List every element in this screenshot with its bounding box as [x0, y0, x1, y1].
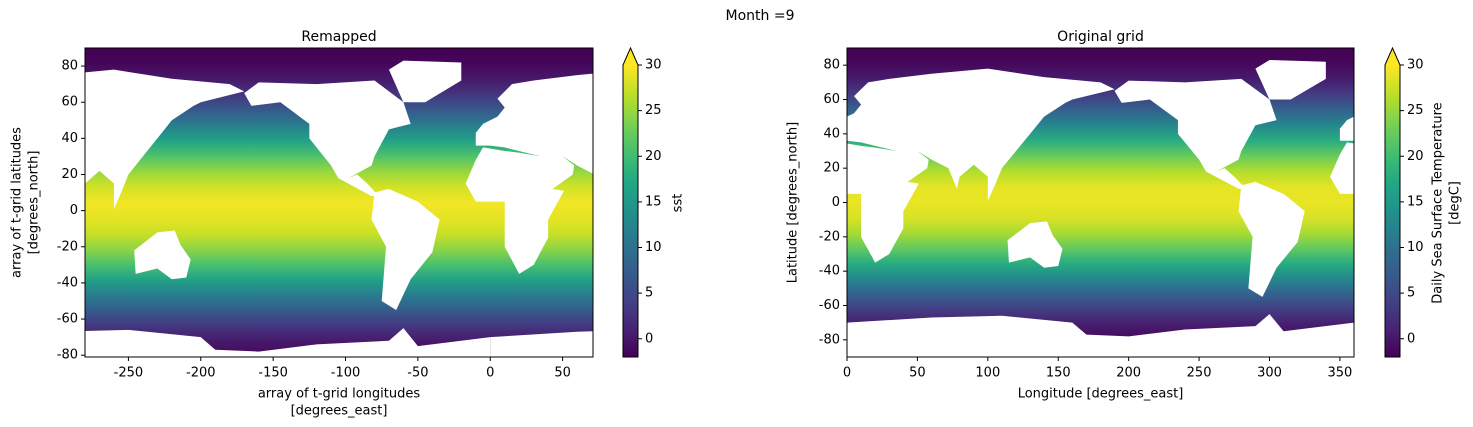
colorbar-tick-label: 5 — [645, 286, 653, 301]
colorbar-extend — [623, 48, 638, 65]
land-mass — [1431, 61, 1473, 103]
colorbar-tick-label: 10 — [1407, 240, 1424, 255]
land-mass — [371, 188, 440, 311]
y-tick-label: 60 — [61, 95, 78, 110]
colorbar-label: sst — [671, 194, 686, 213]
colorbar-tick-label: 5 — [1407, 286, 1415, 301]
x-tick-label: 50 — [909, 366, 926, 381]
y-tick-label: -80 — [819, 332, 840, 347]
colorbar-label: [degC] — [1448, 181, 1463, 225]
colorbar — [1385, 65, 1400, 357]
x-tick-label: 100 — [975, 366, 1000, 381]
land-mass — [1255, 60, 1326, 100]
y-tick-label: -60 — [57, 312, 78, 327]
y-tick-label: 80 — [61, 59, 78, 74]
colorbar-tick-label: 30 — [645, 58, 662, 73]
y-tick-label: 40 — [61, 131, 78, 146]
y-axis-label: [degrees_north] — [27, 151, 42, 255]
land-mass — [1330, 116, 1354, 194]
land-mass — [388, 60, 462, 103]
x-tick-label: 350 — [1328, 366, 1353, 381]
x-tick-label: 50 — [554, 366, 571, 381]
x-tick-label: 250 — [1187, 366, 1212, 381]
y-axis-label: array of t-grid latitudes — [10, 127, 25, 278]
x-tick-label: 0 — [843, 366, 851, 381]
colorbar-label: Daily Sea Surface Temperature — [1431, 102, 1446, 303]
y-tick-label: 80 — [823, 58, 840, 73]
x-tick-label: 300 — [1257, 366, 1282, 381]
colorbar-tick-label: 20 — [1407, 149, 1424, 164]
colorbar-tick-label: 15 — [1407, 194, 1424, 209]
x-axis-label: array of t-grid longitudes — [258, 387, 421, 402]
axes-frame — [84, 47, 594, 358]
land-mass — [244, 80, 411, 197]
y-tick-label: -60 — [819, 298, 840, 313]
land-mass — [1238, 181, 1305, 297]
y-tick-label: 0 — [832, 195, 840, 210]
axes-title: Remapped — [301, 29, 376, 45]
x-tick-label: 0 — [486, 366, 494, 381]
land-mass — [847, 314, 1354, 357]
colorbar-tick-label: 15 — [645, 194, 662, 209]
x-axis-label: [degrees_east] — [291, 404, 388, 419]
y-tick-label: 40 — [823, 126, 840, 141]
land-mass — [134, 230, 191, 280]
colorbar-tick-label: 0 — [645, 331, 653, 346]
y-axis-label: Latitude [degrees_north] — [786, 122, 801, 283]
x-tick-label: 200 — [1116, 366, 1141, 381]
x-tick-label: -150 — [258, 366, 288, 381]
y-tick-label: 0 — [70, 203, 78, 218]
colorbar — [623, 65, 638, 357]
y-tick-label: -40 — [57, 275, 78, 290]
x-axis-label: Longitude [degrees_east] — [1018, 387, 1184, 402]
land — [748, 60, 1354, 357]
colorbar-tick-label: 25 — [645, 103, 662, 118]
colorbar-tick-label: 30 — [1407, 58, 1424, 73]
y-tick-label: -20 — [57, 239, 78, 254]
y-tick-label: -20 — [819, 229, 840, 244]
x-tick-label: -100 — [331, 366, 361, 381]
x-tick-label: -200 — [186, 366, 216, 381]
colorbar-extend — [1385, 48, 1400, 65]
suptitle: Month =9 — [726, 8, 795, 24]
x-tick-label: -250 — [114, 366, 144, 381]
x-tick-label: 150 — [1046, 366, 1071, 381]
land-mass — [490, 331, 593, 357]
y-tick-label: -80 — [57, 348, 78, 363]
y-tick-label: 20 — [823, 161, 840, 176]
land-mass — [1114, 78, 1277, 189]
x-tick-label: -50 — [407, 366, 428, 381]
land-mass — [465, 73, 593, 274]
y-tick-label: -40 — [819, 264, 840, 279]
colorbar-tick-label: 25 — [1407, 103, 1424, 118]
axes-title: Original grid — [1057, 29, 1144, 45]
land-mass — [85, 69, 245, 209]
land-mass — [748, 60, 818, 99]
colorbar-tick-label: 20 — [645, 149, 662, 164]
colorbar-tick-label: 0 — [1407, 331, 1415, 346]
land-mass — [1007, 221, 1063, 268]
land-mass — [85, 328, 491, 357]
land-mass — [847, 68, 1115, 263]
y-tick-label: 60 — [823, 92, 840, 107]
colorbar-tick-label: 10 — [645, 240, 662, 255]
land-mass — [655, 231, 711, 280]
y-tick-label: 20 — [61, 167, 78, 182]
land — [85, 60, 1473, 357]
